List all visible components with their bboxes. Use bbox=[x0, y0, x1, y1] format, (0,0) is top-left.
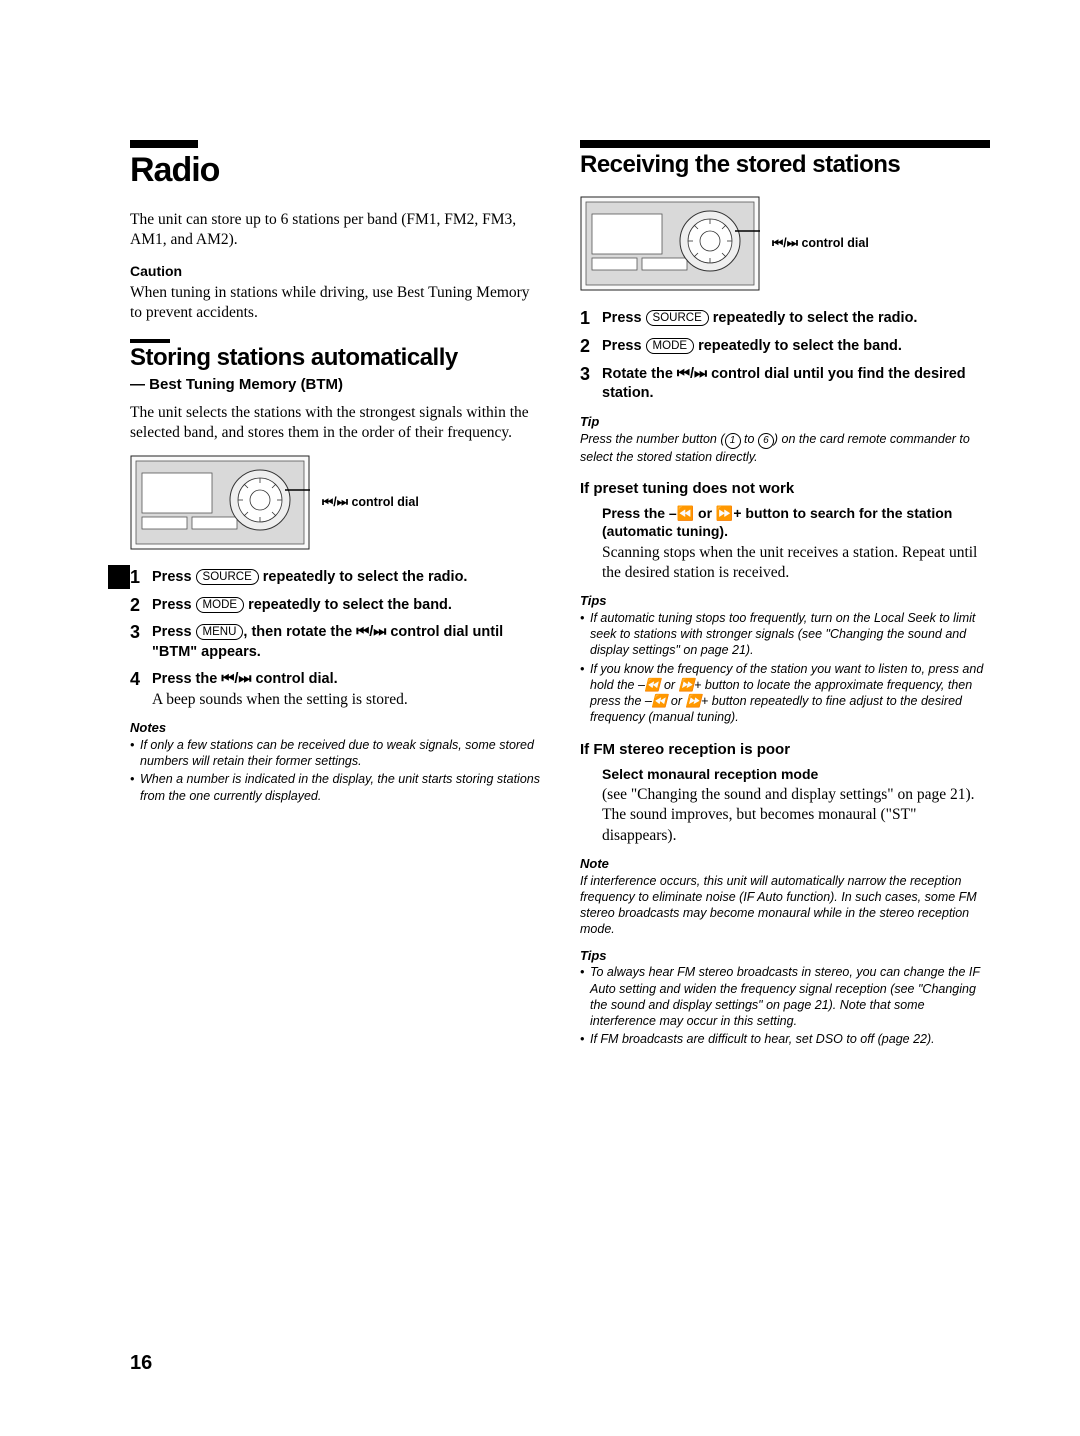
note-item: When a number is indicated in the displa… bbox=[130, 771, 540, 804]
step-4-text: Press the ⏮/⏭ control dial. bbox=[152, 671, 338, 687]
step-1-text: Press SOURCE repeatedly to select the ra… bbox=[152, 569, 467, 585]
number-1-icon: 1 bbox=[725, 433, 741, 449]
diagram-label-right: ⏮/⏭ control dial bbox=[772, 236, 869, 251]
fm-text1: (see "Changing the sound and display set… bbox=[602, 785, 990, 805]
receiving-steps: Press SOURCE repeatedly to select the ra… bbox=[580, 309, 990, 403]
receiving-title: Receiving the stored stations bbox=[580, 152, 990, 178]
control-icon: ⏮/⏭ bbox=[772, 236, 798, 250]
fm-sub: Select monaural reception mode bbox=[602, 765, 990, 783]
tips-heading: Tips bbox=[580, 593, 990, 610]
manual-page: Radio The unit can store up to 6 station… bbox=[0, 0, 1080, 1436]
preset-text: Scanning stops when the unit receives a … bbox=[602, 543, 990, 583]
fm-text2: The sound improves, but becomes monaural… bbox=[602, 805, 990, 845]
tips2-list: To always hear FM stereo broadcasts in s… bbox=[580, 964, 990, 1047]
note-item: If only a few stations can be received d… bbox=[130, 737, 540, 770]
step-3-text: Press MENU, then rotate the ⏮/⏭ control … bbox=[152, 624, 503, 660]
caution-label: Caution bbox=[130, 262, 540, 280]
number-6-icon: 6 bbox=[758, 433, 774, 449]
mode-button-label: MODE bbox=[196, 597, 245, 613]
tip-item: To always hear FM stereo broadcasts in s… bbox=[580, 964, 990, 1029]
tip-item: If you know the frequency of the station… bbox=[580, 661, 990, 726]
notes-list-left: If only a few stations can be received d… bbox=[130, 737, 540, 804]
mode-button-label: MODE bbox=[646, 338, 695, 354]
step-2: Press MODE repeatedly to select the band… bbox=[130, 596, 540, 616]
right-column: Receiving the stored stations bbox=[580, 140, 990, 1050]
title-rule bbox=[130, 140, 198, 148]
step-2: Press MODE repeatedly to select the band… bbox=[580, 337, 990, 357]
two-column-layout: Radio The unit can store up to 6 station… bbox=[130, 140, 990, 1050]
step-1: Press SOURCE repeatedly to select the ra… bbox=[130, 568, 540, 588]
btm-subtitle: — Best Tuning Memory (BTM) bbox=[130, 375, 540, 395]
page-title-radio: Radio bbox=[130, 148, 540, 192]
menu-button-label: MENU bbox=[196, 624, 244, 640]
tip-item: If FM broadcasts are difficult to hear, … bbox=[580, 1031, 990, 1047]
radio-unit-illustration bbox=[130, 455, 310, 550]
step-3: Rotate the ⏮/⏭ control dial until you fi… bbox=[580, 365, 990, 404]
tip-heading: Tip bbox=[580, 414, 990, 431]
radio-unit-illustration bbox=[580, 196, 760, 291]
source-button-label: SOURCE bbox=[196, 569, 259, 585]
note-heading: Note bbox=[580, 856, 990, 873]
left-column: Radio The unit can store up to 6 station… bbox=[130, 140, 540, 1050]
preset-block: Press the –⏪ or ⏩+ button to search for … bbox=[580, 504, 990, 583]
step-4-sub: A beep sounds when the setting is stored… bbox=[152, 690, 540, 710]
step-2-text: Press MODE repeatedly to select the band… bbox=[152, 597, 452, 613]
note-text: If interference occurs, this unit will a… bbox=[580, 873, 990, 938]
tip-item: If automatic tuning stops too frequently… bbox=[580, 610, 990, 659]
preset-heading: If preset tuning does not work bbox=[580, 479, 990, 499]
tips2-heading: Tips bbox=[580, 948, 990, 965]
page-number: 16 bbox=[130, 1350, 152, 1376]
title-rule-right bbox=[580, 140, 990, 148]
step-4: Press the ⏮/⏭ control dial. A beep sound… bbox=[130, 670, 540, 710]
preset-sub: Press the –⏪ or ⏩+ button to search for … bbox=[602, 504, 990, 540]
fm-block: Select monaural reception mode (see "Cha… bbox=[580, 765, 990, 846]
side-tab-marker bbox=[108, 565, 130, 589]
intro-text: The unit can store up to 6 stations per … bbox=[130, 210, 540, 250]
control-icon: ⏮/⏭ bbox=[322, 495, 348, 509]
storing-title: Storing stations automatically bbox=[130, 345, 540, 371]
tip-text: Press the number button (1 to 6) on the … bbox=[580, 431, 990, 465]
radio-diagram-right: ⏮/⏭ control dial bbox=[580, 196, 990, 291]
diagram-label-left: ⏮/⏭ control dial bbox=[322, 495, 419, 510]
tips-list: If automatic tuning stops too frequently… bbox=[580, 610, 990, 726]
radio-diagram-left: ⏮/⏭ control dial bbox=[130, 455, 540, 550]
section-rule bbox=[130, 339, 170, 343]
storing-intro: The unit selects the stations with the s… bbox=[130, 403, 540, 443]
step-1: Press SOURCE repeatedly to select the ra… bbox=[580, 309, 990, 329]
caution-text: When tuning in stations while driving, u… bbox=[130, 283, 540, 323]
source-button-label: SOURCE bbox=[646, 310, 709, 326]
step-3: Press MENU, then rotate the ⏮/⏭ control … bbox=[130, 623, 540, 662]
notes-heading-left: Notes bbox=[130, 720, 540, 737]
fm-heading: If FM stereo reception is poor bbox=[580, 740, 990, 760]
storing-steps: Press SOURCE repeatedly to select the ra… bbox=[130, 568, 540, 710]
